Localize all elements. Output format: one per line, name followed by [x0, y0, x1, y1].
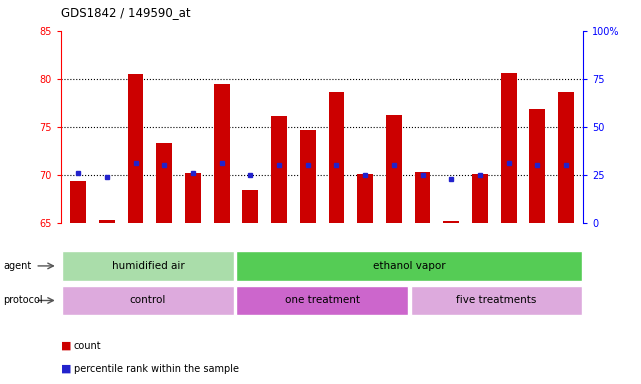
Text: five treatments: five treatments [456, 295, 537, 306]
Bar [213, 84, 229, 223]
Text: GDS1842 / 149590_at: GDS1842 / 149590_at [61, 6, 190, 19]
Text: ■: ■ [61, 364, 71, 374]
Bar [185, 173, 201, 223]
Bar [472, 174, 488, 223]
Bar [128, 74, 144, 223]
Bar [529, 109, 545, 223]
Bar [386, 115, 402, 223]
Bar [62, 286, 233, 315]
Text: count: count [74, 341, 101, 351]
Bar [237, 286, 408, 315]
Text: control: control [129, 295, 166, 306]
Bar [237, 251, 582, 281]
Text: humidified air: humidified air [112, 261, 185, 271]
Bar [558, 92, 574, 223]
Bar [411, 286, 582, 315]
Bar [415, 172, 431, 223]
Bar [242, 190, 258, 223]
Text: protocol: protocol [3, 295, 43, 306]
Bar [329, 92, 344, 223]
Bar [271, 116, 287, 223]
Bar [501, 73, 517, 223]
Bar [71, 181, 86, 223]
Bar [62, 251, 233, 281]
Text: percentile rank within the sample: percentile rank within the sample [74, 364, 238, 374]
Bar [357, 174, 373, 223]
Bar [156, 143, 172, 223]
Text: one treatment: one treatment [285, 295, 360, 306]
Text: agent: agent [3, 261, 31, 271]
Text: ethanol vapor: ethanol vapor [373, 261, 445, 271]
Bar [444, 221, 459, 223]
Bar [300, 129, 315, 223]
Bar [99, 220, 115, 223]
Text: ■: ■ [61, 341, 71, 351]
